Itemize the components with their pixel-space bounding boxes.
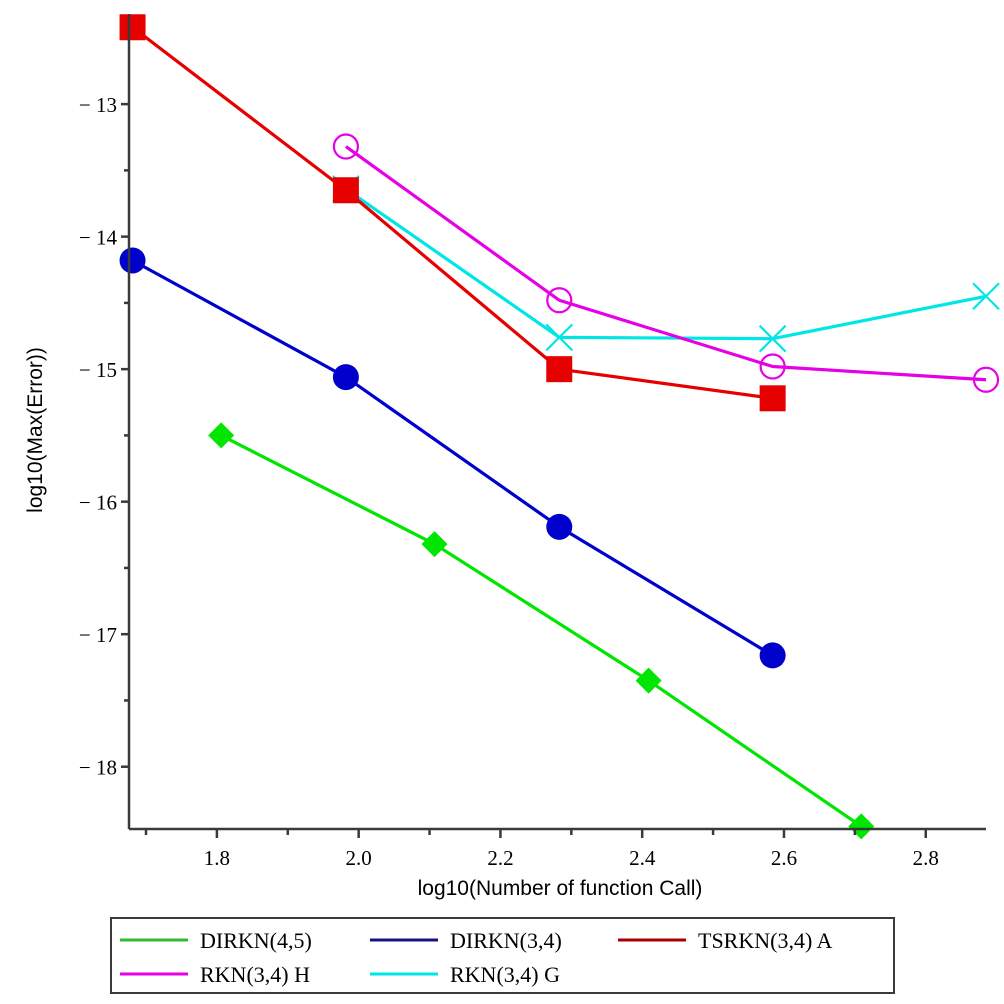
data-point	[759, 353, 786, 380]
data-point	[119, 247, 146, 274]
legend-item: TSRKN(3,4) A	[618, 928, 833, 953]
legend: DIRKN(4,5) DIRKN(3,4) TSRKN(3,4) A RKN(3,4)…	[110, 917, 895, 994]
x-tick-label: 2.4	[629, 846, 656, 870]
data-point	[545, 323, 574, 352]
y-tick-label: − 15	[79, 358, 117, 382]
data-point	[546, 513, 573, 540]
series-line	[220, 433, 863, 828]
legend-label: RKN(3,4) G	[450, 962, 560, 987]
data-point	[546, 356, 573, 383]
y-tick-label: − 18	[79, 756, 117, 780]
series-layer	[119, 14, 1000, 840]
legend-label: DIRKN(4,5)	[200, 928, 312, 953]
y-tick-label: − 13	[79, 93, 117, 117]
x-tick-label: 2.0	[346, 846, 372, 870]
data-point	[758, 324, 787, 353]
legend-label: DIRKN(3,4)	[450, 928, 562, 953]
legend-item: RKN(3,4) H	[120, 962, 310, 987]
data-point	[208, 422, 235, 449]
data-point	[848, 813, 875, 840]
x-tick-label: 1.8	[204, 846, 230, 870]
data-point	[332, 133, 360, 160]
series-rkn-3-4-h	[332, 133, 1000, 393]
x-ticks: 1.8 2.0 2.2 2.4 2.6 2.8	[144, 829, 939, 870]
series-line	[131, 25, 773, 400]
y-tick-label: − 14	[79, 226, 118, 250]
series-line	[344, 145, 987, 382]
data-point	[332, 364, 359, 391]
data-point	[119, 14, 146, 41]
x-tick-label: 2.2	[487, 846, 513, 870]
axes: 1.8 2.0 2.2 2.4 2.6 2.8 − 13− 14− 15− 16− 17−…	[79, 14, 986, 870]
y-tick-label: − 16	[79, 491, 117, 515]
legend-items: DIRKN(4,5) DIRKN(3,4) TSRKN(3,4) A RKN(3,4)…	[120, 928, 833, 987]
data-point	[759, 642, 786, 669]
data-point	[759, 385, 786, 412]
y-axis-title: log10(Max(Error))	[24, 347, 47, 513]
series-dirkn-3-4	[119, 247, 786, 669]
y-tick-label: − 17	[79, 623, 117, 647]
data-point	[332, 177, 359, 204]
x-tick-label: 2.6	[771, 846, 797, 870]
data-point	[546, 287, 573, 314]
data-point	[972, 282, 1000, 311]
data-point	[421, 531, 448, 558]
legend-item: DIRKN(4,5)	[120, 928, 312, 953]
x-axis-title: log10(Number of function Call)	[418, 877, 703, 900]
series-dirkn-4-5	[208, 422, 875, 840]
series-tsrkn-3-4-a	[119, 14, 786, 412]
legend-label: TSRKN(3,4) A	[698, 928, 833, 953]
y-ticks: − 13 − 14 − 15 − 16 − 17 − 18	[79, 93, 129, 780]
x-tick-label: 2.8	[913, 846, 939, 870]
legend-item: RKN(3,4) G	[370, 962, 560, 987]
legend-label: RKN(3,4) H	[200, 962, 310, 987]
series-line	[131, 259, 774, 657]
data-point	[972, 366, 1000, 393]
data-point	[635, 667, 662, 694]
series-line	[344, 187, 987, 341]
legend-box	[110, 917, 895, 994]
legend-item: DIRKN(3,4)	[370, 928, 562, 953]
